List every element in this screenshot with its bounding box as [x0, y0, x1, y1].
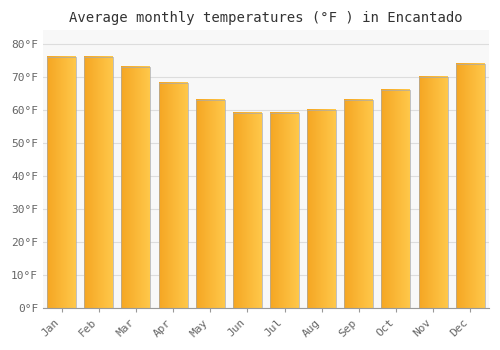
Bar: [158, 83, 188, 308]
Bar: [307, 110, 336, 308]
Bar: [270, 113, 299, 308]
Bar: [456, 64, 485, 308]
Title: Average monthly temperatures (°F ) in Encantado: Average monthly temperatures (°F ) in En…: [69, 11, 462, 25]
Bar: [122, 67, 150, 308]
Bar: [84, 57, 113, 308]
Bar: [47, 57, 76, 308]
Bar: [418, 77, 448, 308]
Bar: [196, 100, 224, 308]
Bar: [382, 90, 410, 308]
Bar: [344, 100, 374, 308]
Bar: [233, 113, 262, 308]
